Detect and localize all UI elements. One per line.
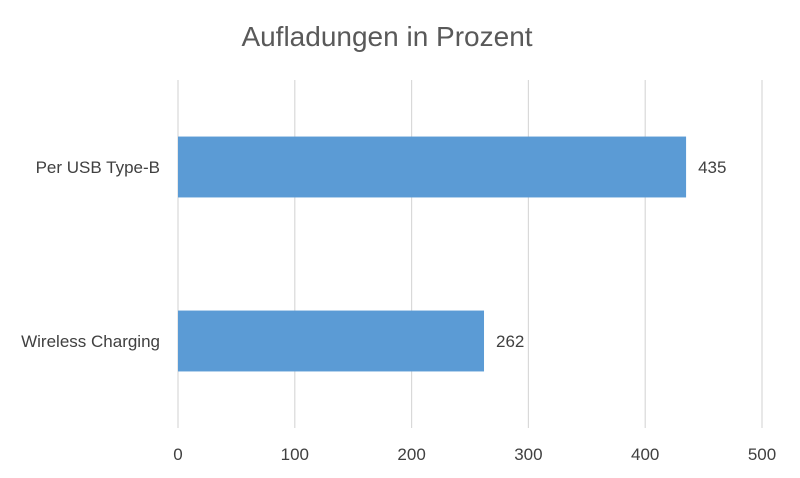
chart-title: Aufladungen in Prozent xyxy=(241,21,532,52)
y-category-label-1: Wireless Charging xyxy=(21,332,160,351)
y-category-label-0: Per USB Type-B xyxy=(36,158,160,177)
data-label-1: 262 xyxy=(496,332,524,351)
x-tick-label-400: 400 xyxy=(631,445,659,464)
bar-0 xyxy=(178,136,687,198)
x-tick-label-100: 100 xyxy=(281,445,309,464)
x-tick-label-200: 200 xyxy=(397,445,425,464)
bars xyxy=(178,136,687,372)
bar-1 xyxy=(178,310,485,372)
x-tick-label-300: 300 xyxy=(514,445,542,464)
x-tick-label-500: 500 xyxy=(748,445,776,464)
gridlines xyxy=(177,80,763,428)
labels: 0 100 200 300 400 500 Per USB Type-B 435 Wireles… xyxy=(21,158,776,464)
x-tick-label-0: 0 xyxy=(173,445,182,464)
data-label-0: 435 xyxy=(698,158,726,177)
